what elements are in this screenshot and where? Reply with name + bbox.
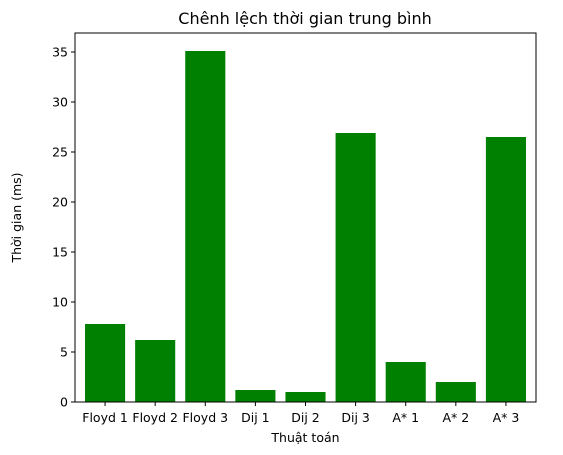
bar-a-3 (485, 137, 526, 402)
x-tick-label: A* 2 (442, 410, 469, 425)
y-tick-label: 10 (52, 295, 68, 310)
bar-floyd-1 (85, 324, 126, 402)
x-tick-label: Floyd 2 (132, 410, 178, 425)
y-tick-label: 15 (52, 245, 68, 260)
y-axis: 0 5 10 15 20 25 30 35 (52, 45, 75, 410)
bar-floyd-3 (185, 51, 226, 402)
x-tick-label: Dij 3 (341, 410, 370, 425)
x-tick-label: Dij 1 (241, 410, 270, 425)
plot-frame (74, 32, 537, 403)
x-tick-label: Floyd 1 (82, 410, 128, 425)
y-tick-label: 20 (52, 195, 68, 210)
bar-floyd-2 (135, 340, 176, 402)
x-axis-label: Thuật toán (270, 430, 339, 445)
bar-a-1 (385, 362, 426, 402)
y-tick-label: 5 (60, 345, 68, 360)
y-tick-label: 30 (52, 95, 68, 110)
x-tick-label: A* 3 (493, 410, 520, 425)
y-axis-label: Thời gian (ms) (9, 172, 24, 263)
x-tick-label: A* 1 (392, 410, 419, 425)
bar-a-2 (435, 382, 476, 402)
y-tick-label: 25 (52, 145, 68, 160)
bar-dij-3 (335, 133, 376, 402)
x-tick-label: Dij 2 (291, 410, 320, 425)
chart-title: Chênh lệch thời gian trung bình (178, 9, 431, 28)
bar-dij-2 (285, 392, 326, 402)
x-axis: Floyd 1 Floyd 2 Floyd 3 Dij 1 Dij 2 Dij 3 A* 1… (82, 402, 519, 425)
bar-dij-1 (235, 390, 276, 402)
bars-group (85, 51, 526, 402)
y-tick-label: 0 (60, 395, 68, 410)
x-tick-label: Floyd 3 (182, 410, 228, 425)
y-tick-label: 35 (52, 45, 68, 60)
